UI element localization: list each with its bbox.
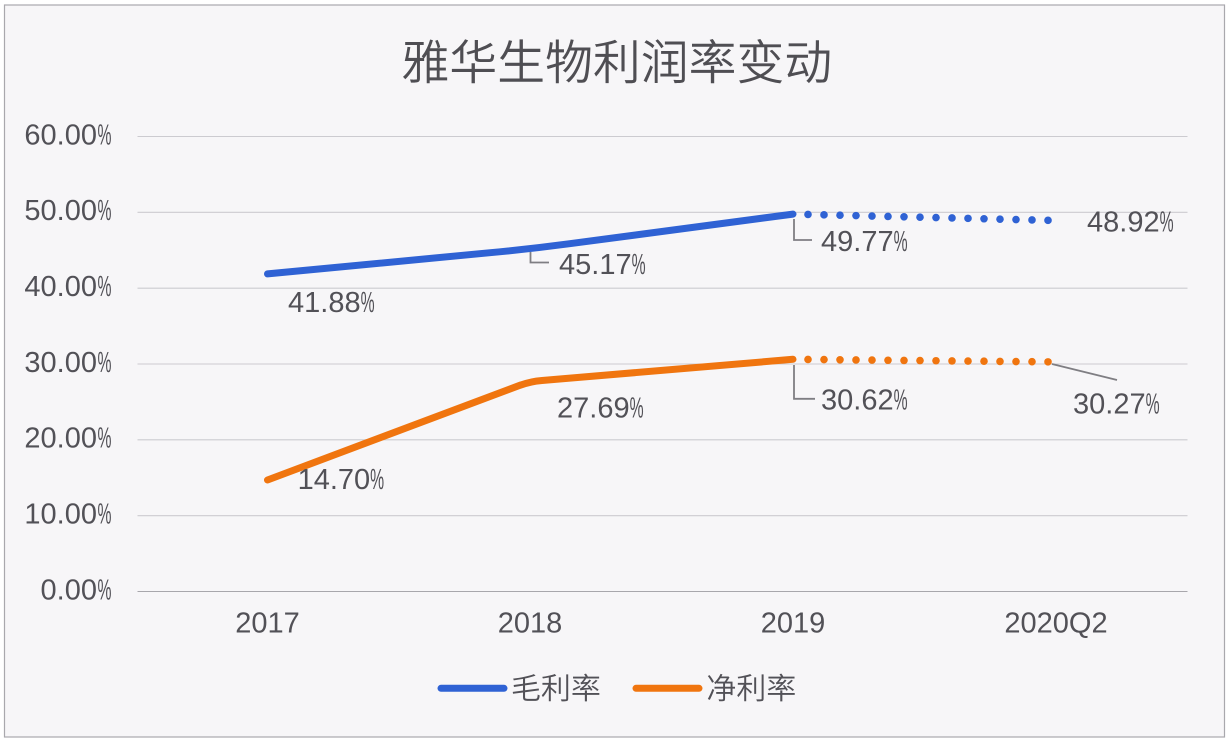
svg-text:%: %	[98, 499, 112, 531]
svg-text:40.00: 40.00	[24, 271, 97, 303]
svg-text:%: %	[98, 195, 112, 227]
svg-text:30.62%: 30.62%	[821, 385, 908, 417]
svg-text:20.00: 20.00	[24, 423, 97, 455]
svg-text:45.17%: 45.17%	[559, 249, 646, 281]
svg-text:2020Q2: 2020Q2	[1004, 608, 1107, 640]
svg-text:0.00: 0.00	[41, 574, 97, 606]
svg-text:14.70%: 14.70%	[298, 464, 385, 496]
svg-text:%: %	[98, 574, 112, 606]
svg-text:%: %	[98, 271, 112, 303]
svg-text:2018: 2018	[498, 608, 563, 640]
svg-text:%: %	[98, 119, 112, 151]
svg-text:%: %	[98, 347, 112, 379]
svg-text:2017: 2017	[235, 608, 300, 640]
svg-text:60.00: 60.00	[24, 119, 97, 151]
svg-text:49.77%: 49.77%	[821, 226, 908, 258]
svg-text:27.69%: 27.69%	[557, 393, 644, 425]
svg-text:48.92%: 48.92%	[1087, 207, 1174, 239]
svg-text:%: %	[98, 423, 112, 455]
svg-text:10.00: 10.00	[24, 499, 97, 531]
svg-text:30.27%: 30.27%	[1073, 389, 1160, 421]
svg-text:41.88%: 41.88%	[288, 287, 375, 319]
svg-text:30.00: 30.00	[24, 347, 97, 379]
svg-text:2019: 2019	[761, 608, 826, 640]
svg-text:50.00: 50.00	[24, 195, 97, 227]
